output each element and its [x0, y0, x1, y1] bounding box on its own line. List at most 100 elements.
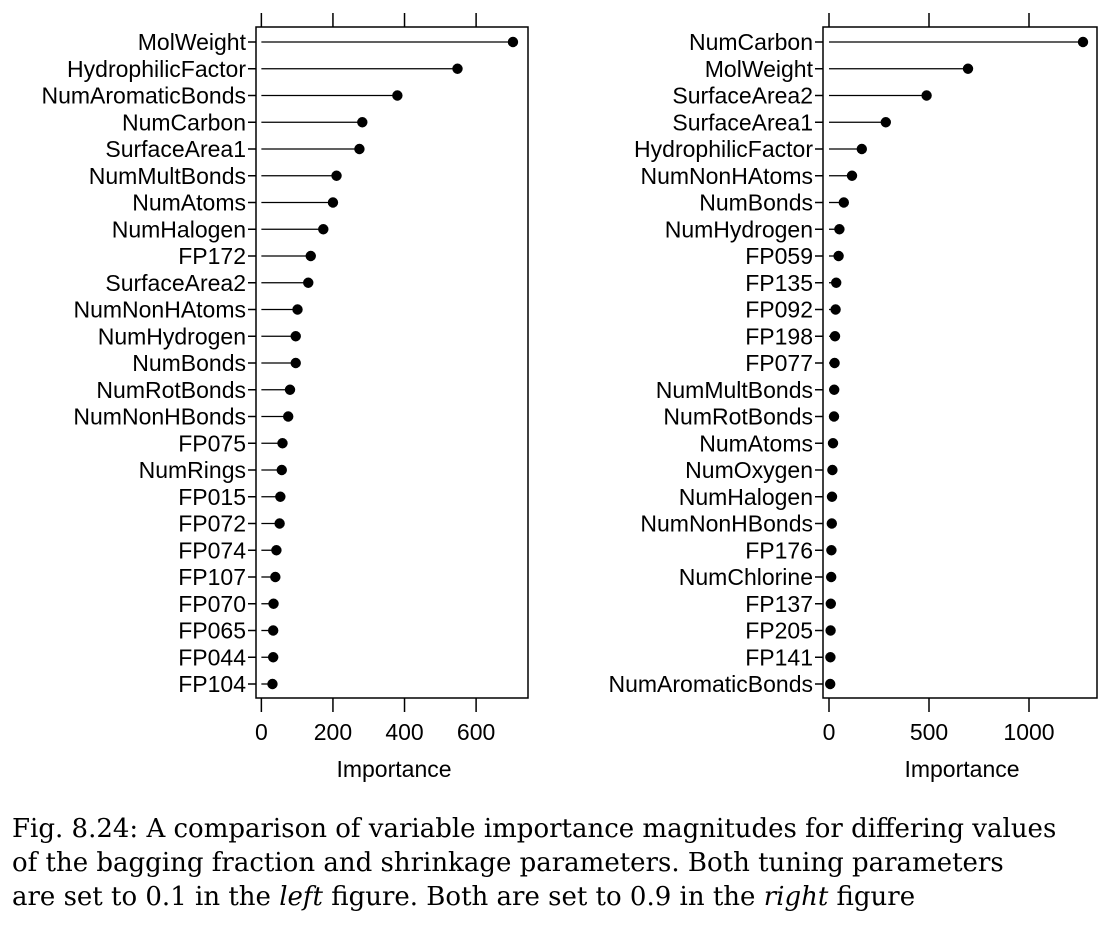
lollipop-point — [825, 652, 836, 663]
lollipop-point — [303, 277, 314, 288]
y-category-label: FP075 — [178, 430, 246, 456]
lollipop-point — [829, 357, 840, 369]
caption-line-3b: figure. Both are set to 0.9 in the — [322, 882, 764, 912]
y-category-label: NumRings — [139, 457, 246, 483]
lollipop-point — [331, 170, 342, 181]
y-category-label: FP059 — [745, 243, 813, 269]
plot-frame — [822, 26, 1098, 699]
lollipop-point — [270, 571, 281, 583]
caption-line-3a: are set to 0.1 in the — [12, 882, 280, 912]
x-axis-title: Importance — [336, 756, 451, 782]
lollipop-point — [267, 625, 279, 636]
y-category-label: SurfaceArea1 — [105, 136, 246, 162]
y-category-label: NumMultBonds — [656, 377, 813, 403]
lollipop-point — [507, 36, 519, 48]
y-category-label: NumAtoms — [699, 430, 813, 456]
y-category-label: FP137 — [745, 591, 813, 617]
y-category-label: NumCarbon — [689, 29, 813, 55]
y-category-label: NumAromaticBonds — [608, 671, 813, 697]
lollipop-point — [1077, 36, 1089, 48]
y-category-label: NumNonHBonds — [73, 404, 246, 430]
y-category-label: FP044 — [178, 644, 246, 670]
y-category-label: NumBonds — [132, 350, 246, 376]
caption-line-3c: figure — [828, 882, 916, 912]
lollipop-point — [284, 384, 296, 395]
y-category-label: NumAromaticBonds — [41, 83, 246, 109]
lollipop-point — [357, 117, 368, 128]
caption-emphasis-left: left — [279, 882, 323, 912]
x-tick-label: 0 — [823, 719, 836, 745]
y-category-label: FP107 — [178, 564, 246, 590]
y-category-label: MolWeight — [138, 29, 247, 55]
y-category-label: NumHydrogen — [665, 216, 813, 242]
x-tick-label: 200 — [314, 719, 352, 745]
y-category-label: FP176 — [745, 537, 813, 563]
lollipop-point — [276, 464, 287, 476]
y-category-label: NumHalogen — [679, 484, 813, 510]
lollipop-point — [825, 625, 836, 636]
lollipop-point — [354, 143, 365, 155]
y-category-label: NumBonds — [699, 190, 813, 216]
y-category-label: FP172 — [178, 243, 246, 269]
y-category-label: FP198 — [745, 323, 813, 349]
lollipop-point — [327, 197, 339, 208]
lollipop-point — [283, 411, 294, 422]
lollipop-point — [838, 197, 849, 208]
lollipop-point — [826, 518, 837, 529]
y-category-label: NumCarbon — [122, 109, 246, 135]
x-axis-title: Importance — [904, 756, 1019, 782]
lollipop-point — [828, 411, 840, 422]
y-category-label: FP072 — [178, 511, 246, 537]
x-tick-label: 600 — [457, 719, 495, 745]
lollipop-point — [834, 224, 845, 235]
y-category-label: HydrophilicFactor — [67, 56, 246, 82]
y-category-label: FP205 — [745, 618, 813, 644]
y-category-label: NumNonHBonds — [640, 511, 813, 537]
lollipop-point — [268, 598, 279, 609]
lollipop-point — [290, 357, 301, 369]
lollipop-point — [292, 304, 303, 315]
y-category-label: FP141 — [745, 644, 813, 670]
lollipop-point — [271, 545, 282, 556]
y-category-label: FP104 — [178, 671, 246, 697]
y-category-label: NumAtoms — [132, 190, 246, 216]
lollipop-point — [305, 250, 316, 262]
lollipop-point — [921, 90, 932, 101]
caption-emphasis-right: right — [763, 882, 829, 912]
lollipop-point — [833, 250, 844, 262]
lollipop-point — [290, 331, 301, 342]
y-category-label: FP015 — [178, 484, 246, 510]
lollipop-point — [962, 63, 974, 74]
lollipop-point — [318, 224, 329, 235]
panel-2: 0 500 1000ImportanceNumCarbonMolWeightSurf… — [608, 13, 1098, 782]
x-tick-label: 0 — [255, 719, 268, 745]
lollipop-point — [856, 143, 867, 155]
lollipop-point — [846, 170, 858, 181]
x-tick-label: 1000 — [1003, 719, 1054, 745]
x-tick-label: 500 — [910, 719, 948, 745]
y-category-label: FP074 — [178, 537, 246, 563]
lollipop-point — [275, 491, 286, 502]
charts-canvas: 0 200 400 600ImportanceMolWeightHydrophilic… — [41, 13, 1098, 782]
lollipop-point — [826, 545, 837, 556]
figure-caption: Fig. 8.24: A comparison of variable impo… — [12, 812, 1104, 914]
x-tick-label: 400 — [385, 719, 423, 745]
y-category-label: SurfaceArea2 — [105, 270, 246, 296]
y-category-label: NumChlorine — [679, 564, 813, 590]
y-category-label: SurfaceArea2 — [672, 83, 813, 109]
y-category-label: FP065 — [178, 618, 246, 644]
y-category-label: FP135 — [745, 270, 813, 296]
caption-line-1: Fig. 8.24: A comparison of variable impo… — [12, 814, 1057, 844]
y-category-label: SurfaceArea1 — [672, 109, 813, 135]
lollipop-point — [829, 331, 841, 342]
y-category-label: NumRotBonds — [96, 377, 246, 403]
y-category-label: NumOxygen — [685, 457, 813, 483]
y-category-label: FP092 — [745, 297, 813, 323]
y-category-label: MolWeight — [705, 56, 814, 82]
y-category-label: NumHalogen — [112, 216, 246, 242]
lollipop-point — [826, 571, 837, 583]
y-category-label: HydrophilicFactor — [634, 136, 813, 162]
lollipop-point — [825, 598, 836, 609]
y-category-label: NumNonHAtoms — [640, 163, 813, 189]
